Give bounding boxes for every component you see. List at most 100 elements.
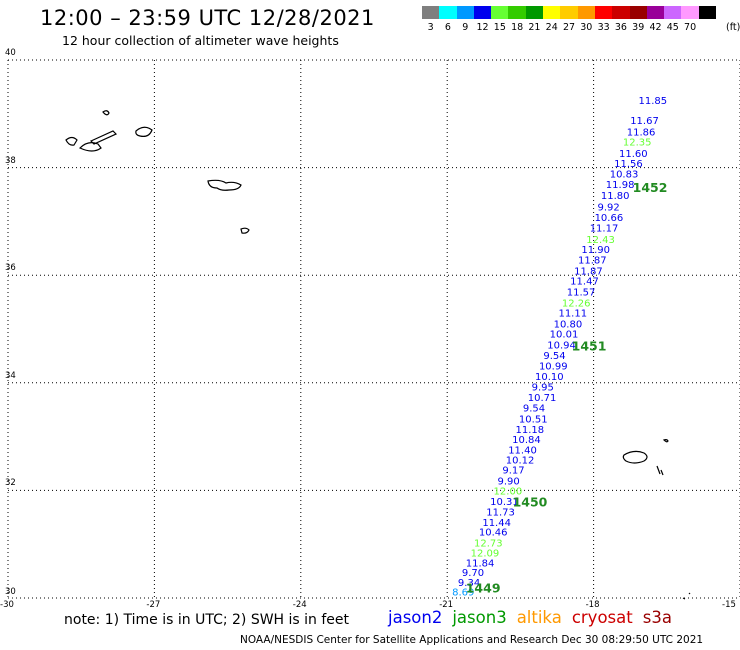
wave-height-value: 9.54 xyxy=(523,403,545,414)
color-bin-label: 42 xyxy=(649,22,662,33)
color-bin-label: 45 xyxy=(666,22,679,33)
color-bin-label: 21 xyxy=(528,22,541,33)
pass-number-label: 1452 xyxy=(633,180,668,195)
color-bin: 3 xyxy=(422,6,440,33)
satellite-legend-item: altika xyxy=(516,608,562,627)
color-bin-label: 9 xyxy=(462,22,469,33)
lat-lon-grid xyxy=(7,59,740,599)
color-swatch xyxy=(577,6,595,19)
wave-height-value: 9.17 xyxy=(502,466,524,477)
color-bin-label: 3 xyxy=(427,22,434,33)
color-swatch xyxy=(525,6,544,19)
color-bin: 42 xyxy=(646,6,665,33)
color-swatch xyxy=(543,6,561,19)
color-bin-label: 70 xyxy=(684,22,697,33)
color-swatch xyxy=(456,6,474,19)
wave-height-value: 10.99 xyxy=(539,361,568,372)
satellite-legend-item: cryosat xyxy=(571,608,633,627)
color-bin-label: 12 xyxy=(476,22,489,33)
color-bin: 15 xyxy=(491,6,509,33)
color-swatch xyxy=(698,6,717,19)
color-bin: 6 xyxy=(439,6,457,33)
pass-number-label: 1449 xyxy=(466,581,501,596)
wave-height-value: 11.18 xyxy=(516,425,545,436)
page-title: 12:00 – 23:59 UTC 12/28/2021 xyxy=(40,6,375,30)
wave-height-value: 12.73 xyxy=(474,538,503,549)
wave-height-value: 11.56 xyxy=(614,159,643,170)
color-swatch xyxy=(491,6,509,19)
color-bin: 18 xyxy=(508,6,526,33)
color-swatch xyxy=(681,6,699,19)
color-bin: 45 xyxy=(664,6,682,33)
wave-height-value: 11.17 xyxy=(590,224,619,235)
wave-height-value: 9.70 xyxy=(462,568,484,579)
wave-height-value: 9.90 xyxy=(497,476,519,487)
lat-tick-label: 40 xyxy=(5,48,16,58)
color-bin: 36 xyxy=(612,6,630,33)
lon-tick-label: -21 xyxy=(439,600,454,610)
wave-height-value: 9.95 xyxy=(532,382,554,393)
island-sao-jorge xyxy=(89,130,118,145)
wave-height-value: 9.34 xyxy=(458,578,480,589)
wave-height-value: 11.11 xyxy=(558,309,587,320)
wave-height-value: 11.98 xyxy=(606,180,635,191)
island-madeira xyxy=(622,450,648,464)
lat-tick-label: 30 xyxy=(5,587,16,597)
island-santa-maria xyxy=(240,227,250,234)
wave-height-value: 11.87 xyxy=(574,267,603,278)
wave-height-value: 12.09 xyxy=(471,549,500,560)
wave-height-value: 12.00 xyxy=(494,487,523,498)
color-bin-label: 30 xyxy=(580,22,593,33)
color-bin: 30 xyxy=(577,6,595,33)
color-bin-label: 6 xyxy=(444,22,451,33)
satellite-legend: jason2 jason3 altika cryosat s3a xyxy=(388,608,672,627)
color-bin: 9 xyxy=(456,6,474,33)
pass-number-label: 1451 xyxy=(572,339,607,354)
island-porto-santo xyxy=(662,439,669,443)
pass-number-label: 1450 xyxy=(513,495,548,510)
wave-height-value: 10.66 xyxy=(595,213,624,224)
color-swatch xyxy=(612,6,630,19)
wave-height-value: 11.40 xyxy=(508,445,537,456)
color-scale-unit: (ft) xyxy=(726,22,740,33)
color-swatch xyxy=(629,6,647,19)
lon-tick-label: -18 xyxy=(585,600,600,610)
color-bin: 33 xyxy=(594,6,613,33)
satellite-legend-item: s3a xyxy=(642,608,672,627)
color-bin-label: 24 xyxy=(545,22,558,33)
lon-tick-label: -15 xyxy=(722,600,736,610)
wave-height-value: 11.47 xyxy=(570,276,599,287)
color-swatch xyxy=(473,6,492,19)
wave-height-value: 11.60 xyxy=(619,149,648,160)
credit-line: NOAA/NESDIS Center for Satellite Applica… xyxy=(240,634,704,646)
lat-tick-label: 34 xyxy=(5,370,16,381)
island-faial xyxy=(65,136,78,146)
island-sao-miguel xyxy=(207,179,242,191)
wave-height-value: 11.80 xyxy=(601,191,630,202)
lon-tick-label: -30 xyxy=(0,600,14,610)
color-swatch xyxy=(422,6,440,19)
wave-height-value: 11.57 xyxy=(567,288,596,299)
wave-height-value: 11.44 xyxy=(482,518,511,529)
color-bin: 39 xyxy=(629,6,647,33)
color-swatch xyxy=(508,6,526,19)
wave-height-value: 11.86 xyxy=(627,127,656,138)
wave-height-value: 10.83 xyxy=(610,169,639,180)
color-bin: 27 xyxy=(560,6,578,33)
color-bin-label: 18 xyxy=(511,22,524,33)
wave-height-value: 11.67 xyxy=(630,116,659,127)
color-swatch xyxy=(560,6,578,19)
wave-height-value: 11.73 xyxy=(486,508,515,519)
color-bin-label: 27 xyxy=(562,22,576,33)
lat-tick-label: 36 xyxy=(5,263,16,274)
satellite-legend-item: jason2 xyxy=(388,608,443,627)
color-bin: 24 xyxy=(543,6,561,33)
page-subtitle: 12 hour collection of altimeter wave hei… xyxy=(62,33,339,48)
wave-height-value: 9.54 xyxy=(543,351,565,362)
color-swatch xyxy=(439,6,457,19)
color-bin xyxy=(698,6,717,33)
track-labels: 8.699.349.7011.8412.0912.7310.4611.4411.… xyxy=(452,96,667,598)
color-bin: 12 xyxy=(473,6,492,33)
wave-height-value: 10.01 xyxy=(550,330,579,341)
color-bin-label: 39 xyxy=(632,22,645,33)
